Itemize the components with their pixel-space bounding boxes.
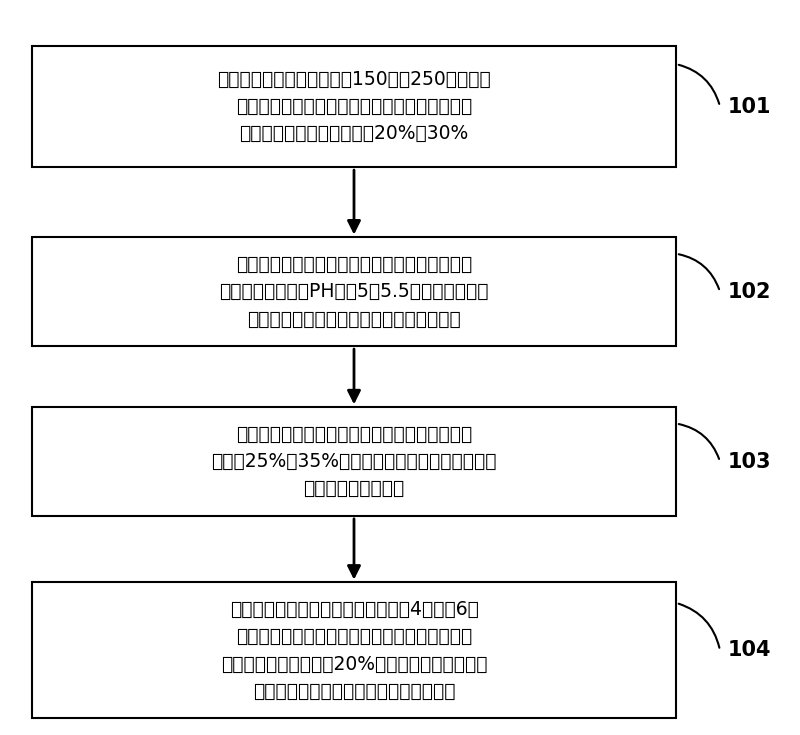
Text: 104: 104	[728, 640, 771, 661]
Bar	[32, 46, 676, 168]
Text: 在所述铬渣料浆中加入酸制成铬渣料浆溶液，控
制铬渣料浆溶液的PH值为5～5.5，同时充分搅拌
铬渣料浆溶液，使铬渣料浆在酸中进行浸溶: 在所述铬渣料浆中加入酸制成铬渣料浆溶液，控 制铬渣料浆溶液的PH值为5～5.5，…	[219, 255, 489, 329]
Text: 将无六价铬存在的铬渣料浆溶液进行4小时～6小
时的熟化，再进行固液分离，控制固液分离后得
到的滤渣水分含量小于20%，最后将滤渣进行干燥
并粉碎，即可得到不含六: 将无六价铬存在的铬渣料浆溶液进行4小时～6小 时的熟化，再进行固液分离，控制固液…	[221, 600, 487, 701]
Bar	[32, 407, 676, 516]
Text: 101: 101	[728, 96, 771, 117]
Text: 103: 103	[728, 451, 771, 472]
Bar	[32, 237, 676, 346]
Text: 在所述浸溶后的铬渣料浆溶液中加入重量百分比
浓度为25%～35%的还原剂直至浸溶后的铬渣料浆
溶液中无六价铬存在: 在所述浸溶后的铬渣料浆溶液中加入重量百分比 浓度为25%～35%的还原剂直至浸溶…	[211, 425, 497, 498]
Bar	[32, 582, 676, 719]
Text: 将含铬废渣通过湿法球磨成150目～250目的铬渣
粉后，将水加入铬渣粉后制成铬渣料浆，所述铬
渣料浆的重量百分比浓度为20%～30%: 将含铬废渣通过湿法球磨成150目～250目的铬渣 粉后，将水加入铬渣粉后制成铬渣…	[217, 70, 491, 143]
Text: 102: 102	[728, 282, 771, 302]
